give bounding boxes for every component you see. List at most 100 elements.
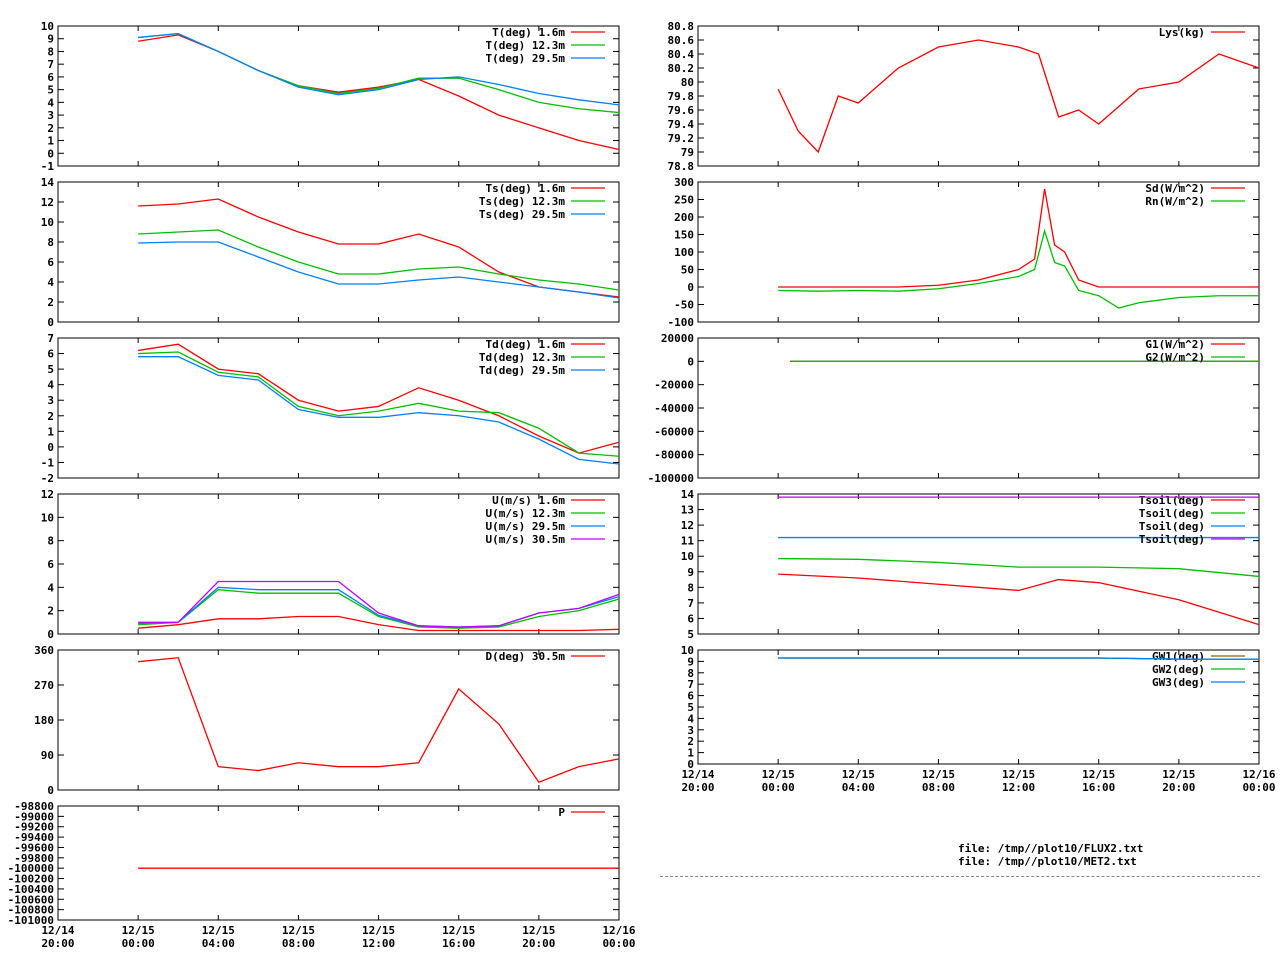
series-line (138, 241, 620, 299)
y-tick-label: 3 (47, 109, 54, 122)
y-tick-label: 14 (41, 176, 55, 189)
y-tick-label: -100000 (648, 472, 694, 485)
y-tick-label: 1 (47, 425, 54, 438)
y-tick-label: 1 (47, 135, 54, 148)
y-tick-label: 6 (47, 558, 54, 571)
x-tick-time: 20:00 (41, 937, 74, 950)
series-line (138, 580, 620, 628)
y-tick-label: 79.8 (668, 90, 695, 103)
y-tick-label: 79 (681, 146, 694, 159)
y-tick-label: 300 (674, 176, 694, 189)
series-line (138, 657, 620, 784)
y-tick-label: -50 (674, 299, 694, 312)
series-line (138, 586, 620, 628)
y-tick-label: -80000 (654, 449, 694, 462)
legend-label: GW1(deg) (1152, 650, 1205, 663)
y-tick-label: 79.4 (668, 118, 695, 131)
legend-label: U(m/s) 12.3m (486, 507, 566, 520)
y-tick-label: 6 (47, 71, 54, 84)
x-tick-date: 12/15 (122, 924, 155, 937)
series-line (778, 657, 1259, 660)
x-tick-date: 12/15 (1002, 768, 1035, 781)
y-tick-label: 5 (687, 701, 694, 714)
y-tick-label: 10 (41, 20, 54, 33)
x-tick-date: 12/15 (282, 924, 315, 937)
x-tick-date: 12/16 (1242, 768, 1275, 781)
x-tick-date: 12/16 (602, 924, 635, 937)
y-tick-label: -100 (668, 316, 695, 329)
y-tick-label: 3 (687, 724, 694, 737)
y-tick-label: -100800 (8, 904, 54, 917)
y-tick-label: -100400 (8, 883, 54, 896)
y-tick-label: 10 (41, 511, 54, 524)
x-tick-date: 12/15 (842, 768, 875, 781)
y-tick-label: 14 (681, 488, 695, 501)
y-tick-label: 6 (47, 256, 54, 269)
x-tick-time: 00:00 (122, 937, 155, 950)
y-tick-label: 0 (47, 784, 54, 797)
x-tick-date: 12/15 (442, 924, 475, 937)
y-tick-label: 8 (47, 45, 54, 58)
series-line (138, 356, 620, 465)
file-line: file: /tmp//plot10/FLUX2.txt (958, 842, 1144, 855)
y-tick-label: 180 (34, 714, 54, 727)
y-tick-label: 13 (681, 504, 694, 517)
legend-label: Td(deg) 1.6m (486, 338, 566, 351)
file-line: file: /tmp//plot10/MET2.txt (958, 855, 1137, 868)
x-tick-date: 12/15 (1082, 768, 1115, 781)
legend-label: G1(W/m^2) (1145, 338, 1205, 351)
y-tick-label: 1 (687, 747, 694, 760)
y-tick-label: 8 (687, 581, 694, 594)
y-tick-label: 9 (687, 566, 694, 579)
y-tick-label: 8 (687, 667, 694, 680)
plot-frame (57, 181, 620, 323)
y-tick-label: 90 (41, 749, 54, 762)
y-tick-label: 2 (47, 122, 54, 135)
y-tick-label: 4 (47, 96, 54, 109)
y-tick-label: 360 (34, 644, 54, 657)
x-tick-date: 12/14 (681, 768, 714, 781)
series-line (778, 557, 1260, 578)
x-tick-date: 12/15 (362, 924, 395, 937)
y-tick-label: 2 (47, 296, 54, 309)
series-line (778, 573, 1260, 626)
y-tick-label: -100600 (8, 893, 54, 906)
y-tick-label: 3 (47, 394, 54, 407)
x-tick-date: 12/15 (922, 768, 955, 781)
x-tick-time: 20:00 (1162, 781, 1195, 794)
legend-label: Ts(deg) 1.6m (486, 182, 566, 195)
y-tick-label: 0 (47, 441, 54, 454)
y-tick-label: -99600 (14, 841, 54, 854)
x-tick-date: 12/15 (202, 924, 235, 937)
x-tick-time: 08:00 (282, 937, 315, 950)
x-tick-time: 04:00 (842, 781, 875, 794)
series-line (778, 228, 1259, 309)
y-tick-label: 20000 (661, 332, 694, 345)
legend-label: GW3(deg) (1152, 676, 1205, 689)
y-tick-label: 12 (41, 196, 54, 209)
y-tick-label: 10 (681, 550, 694, 563)
y-tick-label: 0 (687, 281, 694, 294)
y-tick-label: -20000 (654, 379, 694, 392)
legend-label: Ts(deg) 12.3m (479, 195, 565, 208)
y-tick-label: 8 (47, 236, 54, 249)
y-tick-label: 80.4 (668, 48, 695, 61)
x-tick-time: 12:00 (1002, 781, 1035, 794)
legend-label: U(m/s) 30.5m (486, 533, 566, 546)
legend-label: U(m/s) 29.5m (486, 520, 566, 533)
x-tick-time: 00:00 (602, 937, 635, 950)
divider (660, 876, 1260, 877)
legend-label: G2(W/m^2) (1145, 351, 1205, 364)
y-tick-label: 5 (47, 363, 54, 376)
y-tick-label: -1 (41, 160, 55, 173)
x-tick-time: 16:00 (1082, 781, 1115, 794)
x-tick-time: 12:00 (362, 937, 395, 950)
y-tick-label: -101000 (8, 914, 54, 927)
y-tick-label: -60000 (654, 425, 694, 438)
y-tick-label: -100000 (8, 862, 54, 875)
y-tick-label: 100 (674, 246, 694, 259)
y-tick-label: 0 (687, 355, 694, 368)
x-tick-time: 04:00 (202, 937, 235, 950)
y-tick-label: 5 (687, 628, 694, 641)
y-tick-label: -1 (41, 456, 55, 469)
